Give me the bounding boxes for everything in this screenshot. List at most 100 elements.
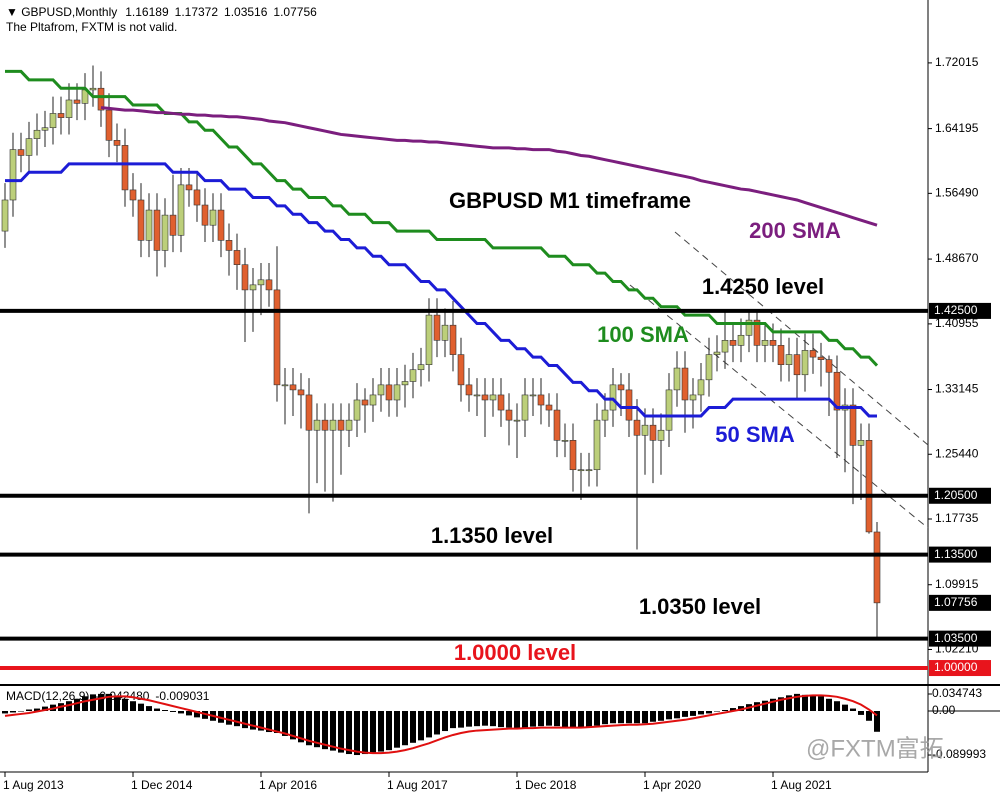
x-tick-label: 1 Aug 2017 (387, 778, 448, 792)
candle-body (593, 419, 601, 471)
macd-bar (626, 710, 632, 724)
macd-bar (98, 693, 104, 711)
trendline (629, 284, 929, 529)
candle-body (49, 113, 57, 129)
annotation: 100 SMA (597, 322, 689, 347)
macd-bar (506, 710, 512, 728)
annotation: 1.0350 level (639, 594, 761, 619)
candle-body (137, 199, 145, 241)
macd-bar (530, 710, 536, 727)
candle-body (849, 404, 857, 446)
macd-bar (82, 696, 88, 711)
y-tick-label: 1.64195 (935, 121, 979, 135)
macd-bar (802, 694, 808, 711)
candle-body (681, 367, 689, 401)
candle-body (89, 87, 97, 91)
x-tick-label: 1 Aug 2013 (3, 778, 64, 792)
candle-body (73, 99, 81, 104)
macd-bar (130, 701, 136, 711)
macd-bar (602, 710, 608, 725)
header: ▼ GBPUSD,Monthly 1.16189 1.17372 1.03516 1.0… (6, 5, 317, 19)
candle-body (753, 319, 761, 346)
candle-body (425, 314, 433, 365)
candle-body (185, 184, 193, 191)
candle-body (153, 209, 161, 251)
macd-bar (330, 710, 336, 751)
candle-body (481, 394, 489, 401)
macd-bar (642, 710, 648, 724)
candle-body (585, 469, 593, 472)
y-tick-label: 1.33145 (935, 382, 979, 396)
macd-bar (522, 710, 528, 728)
macd-bar (418, 710, 424, 741)
y-tick-label: 1.72015 (935, 55, 979, 69)
candle-body (745, 319, 753, 336)
x-tick-label: 1 Apr 2016 (259, 778, 317, 792)
macd-bar (690, 710, 696, 716)
macd-bar (90, 694, 96, 711)
macd-bar (434, 710, 440, 735)
candle-body (41, 127, 49, 131)
macd-bar (338, 710, 344, 753)
candle-body (313, 419, 321, 431)
macd-bar (850, 708, 856, 711)
macd-bar (482, 710, 488, 726)
y-tick-label: 1.48670 (935, 251, 979, 265)
candle-body (665, 389, 673, 431)
annotation: 200 SMA (749, 218, 841, 243)
macd-bar (146, 706, 152, 711)
macd-bar (282, 710, 288, 736)
macd-bar (226, 710, 232, 725)
sma-line (5, 69, 879, 367)
macd-bar (490, 710, 496, 727)
price-tag-label: 1.07756 (934, 595, 978, 609)
macd-bar (458, 710, 464, 728)
macd-bar (778, 697, 784, 711)
macd-bar (170, 710, 176, 712)
candle-body (289, 384, 297, 391)
annotation: 1.1350 level (431, 523, 553, 548)
macd-bar (514, 710, 520, 729)
candle-body (865, 440, 873, 533)
macd-bar (346, 710, 352, 755)
macd-bar (26, 709, 32, 711)
candle-body (649, 424, 657, 441)
candle-body (449, 324, 457, 355)
candle-body (273, 289, 281, 386)
macd-bar (106, 693, 112, 711)
macd-y-tick-label: -0.089993 (932, 747, 986, 761)
candle-body (785, 354, 793, 365)
macd-bar (186, 710, 192, 716)
macd-bar (794, 693, 800, 711)
candle-body (241, 264, 249, 291)
collapse-icon[interactable]: ▼ (6, 5, 21, 19)
macd-bar (410, 710, 416, 743)
candle-body (489, 394, 497, 401)
candle-body (689, 394, 697, 401)
macd-bar (114, 696, 120, 711)
macd-bar (658, 710, 664, 721)
macd-bar (162, 710, 168, 711)
macd-bar (610, 710, 616, 724)
candle-body (121, 145, 129, 191)
macd-bar (650, 710, 656, 722)
candle-body (657, 429, 665, 441)
macd-bar (138, 703, 144, 711)
macd-bar (426, 710, 432, 738)
macd-bar (722, 710, 728, 711)
candle-body (401, 381, 409, 386)
macd-bar (634, 710, 640, 724)
macd-bar (290, 710, 296, 740)
macd-bar (234, 710, 240, 727)
annotation: 50 SMA (715, 422, 795, 447)
candle-body (817, 356, 825, 360)
candle-body (25, 138, 33, 156)
candle-body (385, 384, 393, 401)
macd-bar (402, 710, 408, 746)
macd-bar (250, 710, 256, 730)
macd-bar (154, 708, 160, 711)
candle-body (433, 314, 441, 341)
level-tag (929, 660, 991, 677)
candle-body (169, 214, 177, 236)
